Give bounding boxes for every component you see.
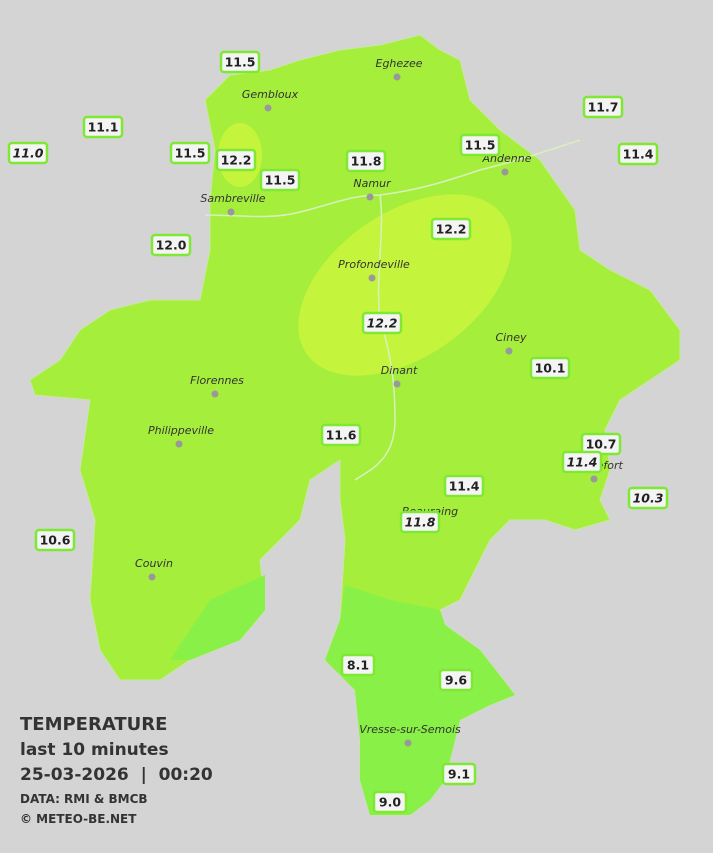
town-name: Profondeville	[338, 258, 410, 271]
station-temperature: 11.4	[623, 147, 654, 162]
station-box	[82, 115, 124, 139]
town-dot	[501, 168, 509, 176]
station-temperature: 9.6	[445, 673, 467, 688]
station-temperature: 11.4	[449, 479, 480, 494]
station-temperature: 11.7	[588, 100, 619, 115]
station-temperature: 9.0	[379, 795, 401, 810]
town-dot	[175, 440, 183, 448]
station-box	[399, 510, 441, 534]
station-box	[259, 168, 301, 192]
station-temperature: 11.4	[567, 455, 598, 470]
town-dot	[368, 274, 376, 282]
legend-copyright: © METEO-BE.NET	[20, 812, 137, 826]
station-box	[529, 356, 571, 380]
station-box	[215, 148, 257, 172]
station-box	[561, 450, 603, 474]
station-temperature: 11.5	[225, 55, 256, 70]
legend-period: last 10 minutes	[20, 740, 169, 760]
town-name: Gembloux	[242, 88, 299, 101]
town-dot	[393, 380, 401, 388]
station-temperature: 10.3	[633, 491, 664, 506]
station-box	[582, 95, 624, 119]
town-name: Sambreville	[200, 192, 265, 205]
station-box	[617, 142, 659, 166]
station-temperature: 12.2	[221, 153, 252, 168]
legend-source: DATA: RMI & BMCB	[20, 792, 148, 806]
station-box	[150, 233, 192, 257]
town-dot	[404, 739, 412, 747]
station-temperature: 11.8	[405, 515, 436, 530]
town-name: Vresse-sur-Semois	[359, 723, 461, 736]
town-dot	[366, 193, 374, 201]
town-name: Eghezee	[376, 57, 423, 70]
station-temperature: 11.6	[326, 428, 357, 443]
station-temperature: 11.5	[465, 138, 496, 153]
station-box	[7, 141, 49, 165]
station-temperature: 11.5	[175, 146, 206, 161]
station-temperature: 12.2	[436, 222, 467, 237]
town-name: Ciney	[496, 331, 527, 344]
station-temperature: 10.7	[586, 437, 617, 452]
river	[204, 139, 581, 481]
station-temperature: 11.0	[13, 146, 44, 161]
station-box	[320, 423, 362, 447]
station-temperature: 11.1	[88, 120, 119, 135]
station-temperature: 9.1	[448, 767, 470, 782]
town-dot	[264, 104, 272, 112]
town-name: Dinant	[381, 364, 418, 377]
legend-datetime: 25-03-2026 | 00:20	[20, 765, 213, 785]
station-box	[441, 762, 477, 786]
station-box	[627, 486, 669, 510]
town-dot	[393, 73, 401, 81]
town-name: Namur	[353, 177, 392, 190]
station-temperature: 12.0	[156, 238, 187, 253]
station-box	[438, 668, 474, 692]
station-temperature: 10.6	[40, 533, 71, 548]
station-box	[34, 528, 76, 552]
station-box	[169, 141, 211, 165]
station-box	[459, 133, 501, 157]
town-dot	[505, 347, 513, 355]
station-temperature: 11.8	[351, 154, 382, 169]
legend-title: TEMPERATURE	[20, 714, 167, 735]
station-box	[345, 149, 387, 173]
town-dot	[227, 208, 235, 216]
station-temperature: 12.2	[367, 316, 398, 331]
cool-zone	[325, 585, 515, 815]
town-name: Florennes	[190, 374, 244, 387]
station-box	[430, 217, 472, 241]
station-temperature: 11.5	[265, 173, 296, 188]
station-box	[443, 474, 485, 498]
station-box	[340, 653, 376, 677]
station-temperature: 10.1	[535, 361, 566, 376]
station-temperature: 8.1	[347, 658, 369, 673]
town-dot	[148, 573, 156, 581]
town-name: Philippeville	[148, 424, 214, 437]
cool-zone	[170, 575, 265, 660]
town-name: Couvin	[135, 557, 173, 570]
town-dot	[211, 390, 219, 398]
station-box	[219, 50, 261, 74]
town-dot	[590, 475, 598, 483]
station-box	[361, 311, 403, 335]
station-box	[372, 790, 408, 814]
